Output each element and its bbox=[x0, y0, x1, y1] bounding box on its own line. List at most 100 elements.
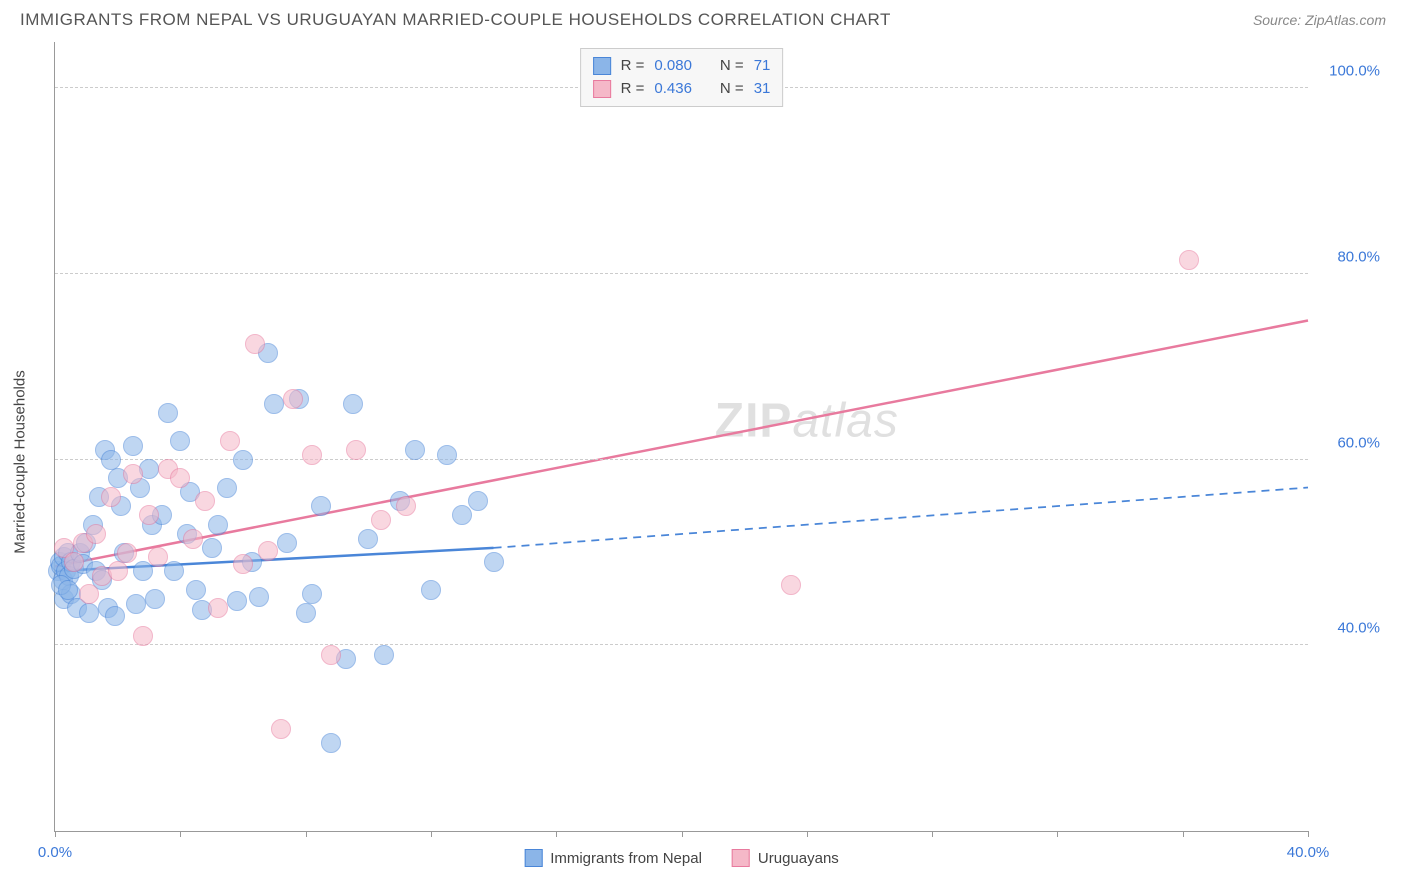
data-point bbox=[58, 580, 78, 600]
legend-r-value: 0.080 bbox=[654, 55, 692, 78]
chart-source: Source: ZipAtlas.com bbox=[1253, 12, 1386, 28]
data-point bbox=[101, 450, 121, 470]
trend-line-solid bbox=[55, 320, 1308, 566]
legend-n-label: N = bbox=[720, 55, 744, 78]
data-point bbox=[183, 529, 203, 549]
data-point bbox=[133, 626, 153, 646]
data-point bbox=[374, 645, 394, 665]
data-point bbox=[79, 603, 99, 623]
data-point bbox=[186, 580, 206, 600]
y-tick-label: 100.0% bbox=[1329, 63, 1380, 80]
data-point bbox=[105, 606, 125, 626]
data-point bbox=[164, 561, 184, 581]
data-point bbox=[148, 547, 168, 567]
data-point bbox=[271, 719, 291, 739]
trend-line-dash bbox=[494, 488, 1308, 548]
data-point bbox=[421, 580, 441, 600]
y-tick-label: 40.0% bbox=[1337, 620, 1380, 637]
legend-bottom-item: Uruguayans bbox=[732, 849, 839, 867]
legend-swatch bbox=[593, 80, 611, 98]
gridline bbox=[55, 273, 1308, 274]
data-point bbox=[468, 491, 488, 511]
data-point bbox=[139, 505, 159, 525]
legend-swatch bbox=[524, 849, 542, 867]
x-tick bbox=[1183, 831, 1184, 837]
data-point bbox=[358, 529, 378, 549]
x-tick bbox=[306, 831, 307, 837]
x-tick bbox=[1308, 831, 1309, 837]
data-point bbox=[371, 510, 391, 530]
data-point bbox=[296, 603, 316, 623]
legend-label: Uruguayans bbox=[758, 850, 839, 867]
data-point bbox=[123, 464, 143, 484]
data-point bbox=[79, 584, 99, 604]
data-point bbox=[233, 554, 253, 574]
x-tick bbox=[556, 831, 557, 837]
chart-title: IMMIGRANTS FROM NEPAL VS URUGUAYAN MARRI… bbox=[20, 10, 891, 30]
data-point bbox=[170, 431, 190, 451]
data-point bbox=[277, 533, 297, 553]
data-point bbox=[64, 552, 84, 572]
trend-lines bbox=[55, 42, 1308, 831]
legend-r-label: R = bbox=[621, 78, 645, 101]
data-point bbox=[220, 431, 240, 451]
data-point bbox=[208, 515, 228, 535]
y-tick-label: 80.0% bbox=[1337, 249, 1380, 266]
x-tick bbox=[431, 831, 432, 837]
data-point bbox=[311, 496, 331, 516]
data-point bbox=[126, 594, 146, 614]
data-point bbox=[202, 538, 222, 558]
legend-label: Immigrants from Nepal bbox=[550, 850, 702, 867]
data-point bbox=[437, 445, 457, 465]
data-point bbox=[258, 541, 278, 561]
data-point bbox=[233, 450, 253, 470]
chart-container: Married-couple Households ZIPatlas R = 0… bbox=[18, 42, 1388, 882]
x-tick-label: 0.0% bbox=[38, 844, 72, 861]
legend-n-value: 71 bbox=[754, 55, 771, 78]
gridline bbox=[55, 644, 1308, 645]
plot-area: ZIPatlas R = 0.080 N = 71 R = 0.436 N = … bbox=[54, 42, 1308, 832]
data-point bbox=[245, 334, 265, 354]
data-point bbox=[145, 589, 165, 609]
data-point bbox=[405, 440, 425, 460]
legend-top: R = 0.080 N = 71 R = 0.436 N = 31 bbox=[580, 48, 784, 107]
x-tick bbox=[682, 831, 683, 837]
legend-r-label: R = bbox=[621, 55, 645, 78]
data-point bbox=[227, 591, 247, 611]
chart-header: IMMIGRANTS FROM NEPAL VS URUGUAYAN MARRI… bbox=[0, 0, 1406, 38]
data-point bbox=[302, 584, 322, 604]
data-point bbox=[396, 496, 416, 516]
data-point bbox=[302, 445, 322, 465]
data-point bbox=[321, 733, 341, 753]
x-tick-label: 40.0% bbox=[1287, 844, 1330, 861]
y-axis-title: Married-couple Households bbox=[12, 370, 29, 553]
legend-row: R = 0.080 N = 71 bbox=[593, 55, 771, 78]
data-point bbox=[195, 491, 215, 511]
x-tick bbox=[180, 831, 181, 837]
data-point bbox=[321, 645, 341, 665]
legend-swatch bbox=[732, 849, 750, 867]
legend-swatch bbox=[593, 57, 611, 75]
data-point bbox=[208, 598, 228, 618]
data-point bbox=[343, 394, 363, 414]
data-point bbox=[249, 587, 269, 607]
x-tick bbox=[1057, 831, 1058, 837]
x-tick bbox=[55, 831, 56, 837]
legend-n-value: 31 bbox=[754, 78, 771, 101]
data-point bbox=[101, 487, 121, 507]
data-point bbox=[283, 389, 303, 409]
data-point bbox=[1179, 250, 1199, 270]
legend-bottom: Immigrants from Nepal Uruguayans bbox=[524, 849, 839, 867]
legend-row: R = 0.436 N = 31 bbox=[593, 78, 771, 101]
data-point bbox=[117, 543, 137, 563]
data-point bbox=[264, 394, 284, 414]
data-point bbox=[133, 561, 153, 581]
data-point bbox=[346, 440, 366, 460]
legend-r-value: 0.436 bbox=[654, 78, 692, 101]
data-point bbox=[217, 478, 237, 498]
data-point bbox=[108, 561, 128, 581]
legend-n-label: N = bbox=[720, 78, 744, 101]
data-point bbox=[86, 524, 106, 544]
x-tick bbox=[932, 831, 933, 837]
data-point bbox=[781, 575, 801, 595]
